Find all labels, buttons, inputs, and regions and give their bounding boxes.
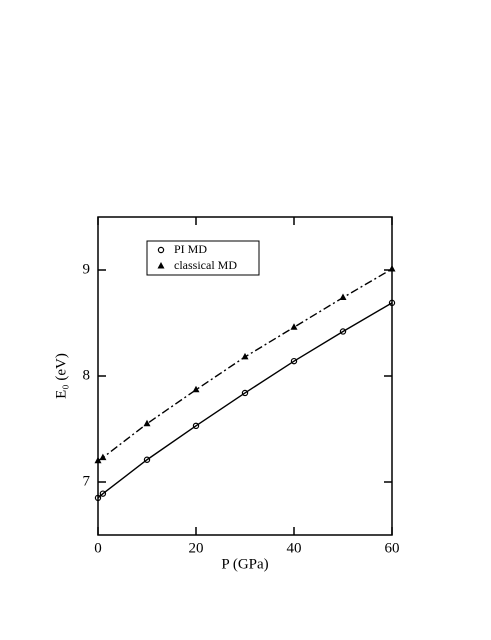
x-tick-label: 40: [287, 540, 302, 556]
y-tick-label: 7: [83, 473, 91, 489]
marker: [192, 422, 200, 430]
x-axis-label: P (GPa): [221, 556, 268, 572]
marker: [157, 246, 165, 254]
marker: [143, 456, 151, 463]
y-tick-label: 8: [83, 367, 91, 383]
marker: [290, 323, 298, 330]
series-line: [97, 302, 393, 499]
x-tick-label: 20: [189, 540, 204, 556]
marker: [290, 357, 298, 365]
y-axis-label: E₀ (eV): [53, 353, 69, 399]
x-tick-label: 60: [385, 540, 400, 556]
marker: [388, 299, 396, 307]
y-tick-label: 9: [83, 261, 91, 277]
marker: [94, 456, 102, 464]
marker: [143, 419, 151, 427]
marker: [339, 328, 347, 335]
marker: [99, 453, 107, 461]
marker: [94, 494, 102, 502]
x-tick-label: 0: [94, 540, 102, 556]
marker: [99, 490, 107, 497]
marker: [339, 293, 347, 301]
series-line: [97, 268, 393, 462]
legend-label: PI MD: [174, 242, 207, 256]
marker: [157, 262, 165, 269]
legend-box: [146, 240, 260, 276]
legend-label: classical MD: [174, 258, 237, 272]
marker: [241, 389, 249, 397]
marker: [388, 264, 396, 272]
marker: [192, 385, 200, 393]
marker: [241, 352, 249, 360]
